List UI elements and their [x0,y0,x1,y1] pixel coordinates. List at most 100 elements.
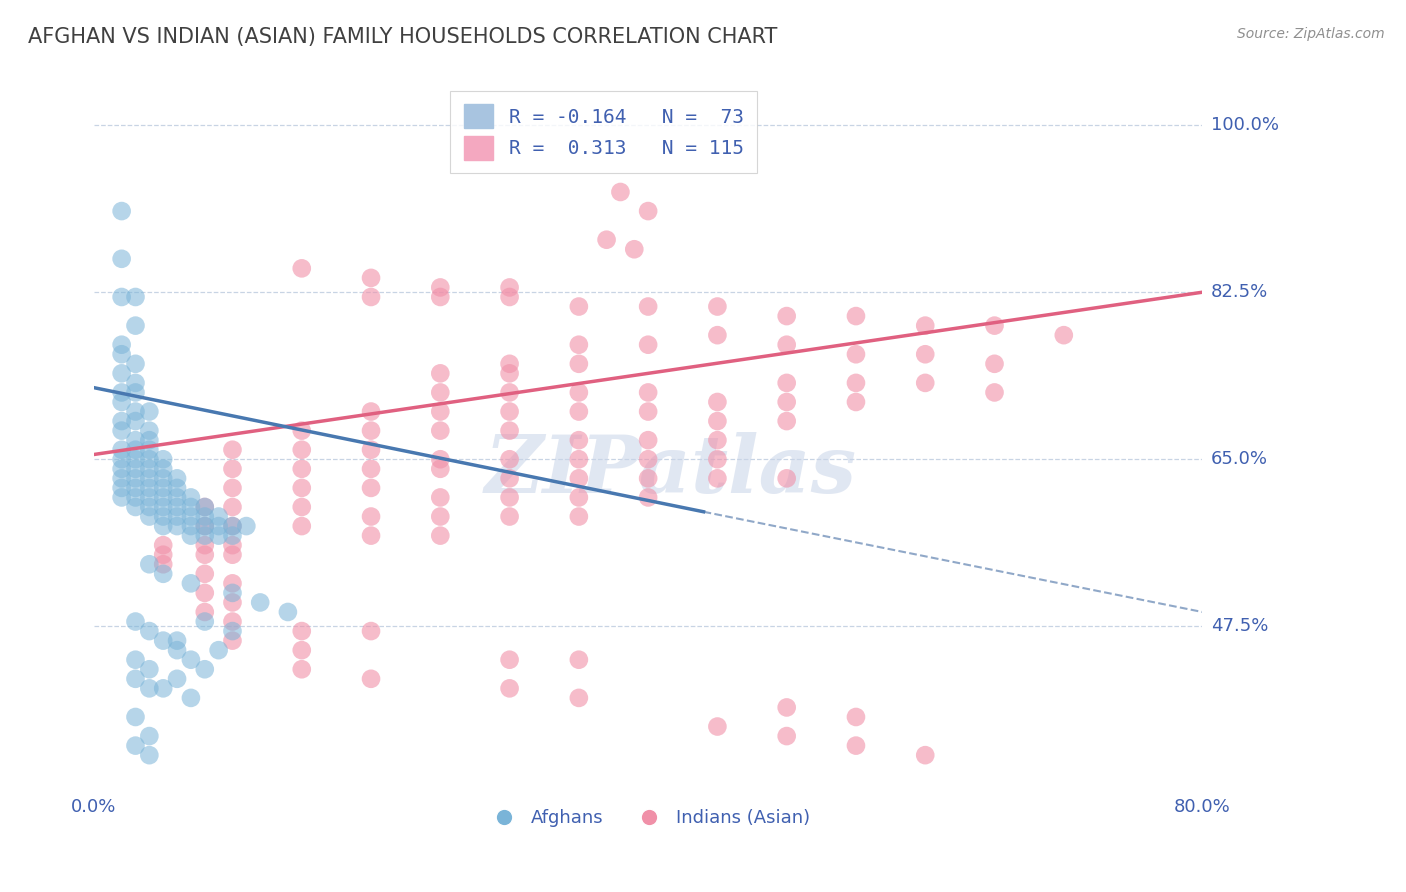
Point [568,491,591,505]
Point [180,519,202,533]
Point [637,300,659,314]
Point [194,605,217,619]
Point [194,509,217,524]
Text: 65.0%: 65.0% [1211,450,1268,468]
Point [124,385,146,400]
Point [637,433,659,447]
Point [235,519,257,533]
Point [706,719,728,733]
Point [568,452,591,467]
Point [124,481,146,495]
Point [111,252,134,266]
Point [124,376,146,390]
Point [845,347,868,361]
Point [180,491,202,505]
Point [360,271,382,285]
Point [221,586,243,600]
Point [498,681,520,696]
Point [776,395,799,409]
Text: 100.0%: 100.0% [1211,116,1278,134]
Point [914,318,936,333]
Point [845,309,868,323]
Point [221,500,243,514]
Point [291,624,314,638]
Point [166,471,188,485]
Point [360,528,382,542]
Point [221,462,243,476]
Point [568,653,591,667]
Point [111,442,134,457]
Point [138,748,160,763]
Point [194,500,217,514]
Point [291,442,314,457]
Point [166,519,188,533]
Point [429,280,451,294]
Point [194,586,217,600]
Point [637,491,659,505]
Point [138,404,160,418]
Point [166,643,188,657]
Point [111,414,134,428]
Point [776,376,799,390]
Point [166,500,188,514]
Point [124,452,146,467]
Point [111,347,134,361]
Point [249,595,271,609]
Point [138,729,160,743]
Point [706,328,728,343]
Text: 47.5%: 47.5% [1211,617,1268,635]
Text: 82.5%: 82.5% [1211,284,1268,301]
Point [498,491,520,505]
Point [221,595,243,609]
Point [124,672,146,686]
Point [138,462,160,476]
Point [637,404,659,418]
Point [124,471,146,485]
Point [138,509,160,524]
Point [111,481,134,495]
Point [152,452,174,467]
Point [498,653,520,667]
Point [498,424,520,438]
Point [166,481,188,495]
Point [221,615,243,629]
Point [623,242,645,256]
Point [845,376,868,390]
Point [138,433,160,447]
Point [845,739,868,753]
Point [194,528,217,542]
Point [568,385,591,400]
Point [152,681,174,696]
Point [291,643,314,657]
Point [124,318,146,333]
Point [138,452,160,467]
Point [429,367,451,381]
Point [124,653,146,667]
Point [845,710,868,724]
Point [277,605,299,619]
Point [706,395,728,409]
Point [152,509,174,524]
Point [180,576,202,591]
Point [637,452,659,467]
Point [360,442,382,457]
Point [111,385,134,400]
Point [194,615,217,629]
Point [152,566,174,581]
Point [111,367,134,381]
Point [194,538,217,552]
Point [152,500,174,514]
Point [166,672,188,686]
Point [124,404,146,418]
Point [111,462,134,476]
Point [498,280,520,294]
Point [124,414,146,428]
Point [111,491,134,505]
Point [568,471,591,485]
Point [138,681,160,696]
Point [221,481,243,495]
Point [637,337,659,351]
Point [138,424,160,438]
Point [706,300,728,314]
Point [498,357,520,371]
